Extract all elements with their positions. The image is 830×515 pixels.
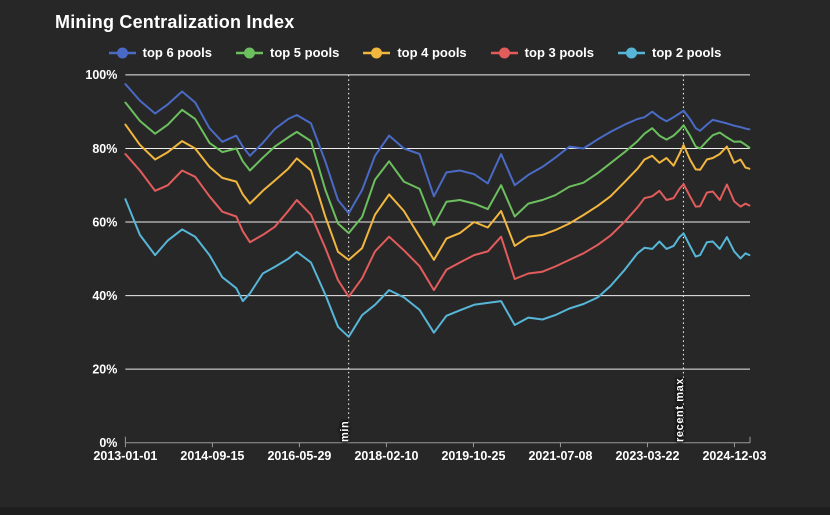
legend-item-label: top 4 pools	[397, 45, 467, 60]
y-axis-label: 80%	[92, 142, 117, 156]
x-axis-label: 2018-02-10	[354, 449, 418, 463]
y-axis-label: 40%	[92, 289, 117, 303]
annotation-min-label: min	[339, 420, 351, 442]
series-line-top-5-pools	[124, 101, 751, 235]
legend-item-label: top 3 pools	[524, 45, 595, 60]
window-bottom-edge	[0, 507, 830, 515]
legend-item-label: top 6 pools	[142, 45, 212, 60]
legend-marker-icon	[618, 47, 646, 58]
x-axis-label: 2024-12-03	[702, 449, 766, 463]
legend-item-label: top 5 pools	[269, 45, 340, 60]
x-axis-label: 2021-07-08	[528, 449, 592, 463]
x-axis-label: 2019-10-25	[441, 449, 505, 463]
legend-item-label: top 2 pools	[652, 45, 722, 60]
legend-marker-icon	[108, 47, 136, 58]
legend-item-top-2-pools[interactable]: top 2 pools	[618, 45, 721, 60]
legend-item-top-6-pools[interactable]: top 6 pools	[108, 45, 212, 60]
x-axis-label: 2016-05-29	[267, 449, 331, 463]
y-axis-label: 100%	[85, 68, 117, 82]
legend-item-top-5-pools[interactable]: top 5 pools	[235, 45, 340, 60]
chart-title: Mining Centralization Index	[55, 12, 295, 32]
series-line-top-2-pools	[124, 198, 751, 338]
legend-marker-icon	[490, 47, 518, 58]
legend-item-top-4-pools[interactable]: top 4 pools	[363, 45, 467, 60]
x-axis-label: 2023-03-22	[615, 449, 679, 463]
y-axis-label: 0%	[99, 436, 117, 450]
legend-marker-icon	[235, 47, 263, 58]
legend: top 6 pools top 5 pools top 4 pools top 3 p…	[0, 45, 830, 60]
x-axis-label: 2014-09-15	[180, 449, 244, 463]
series-line-top-3-pools	[124, 153, 751, 298]
legend-marker-icon	[363, 47, 391, 58]
legend-item-top-3-pools[interactable]: top 3 pools	[490, 45, 595, 60]
y-axis-label: 60%	[92, 215, 117, 229]
series-line-top-4-pools	[124, 123, 751, 261]
series-line-top-6-pools	[124, 83, 751, 215]
y-axis-label: 20%	[92, 362, 117, 376]
x-axis-label: 2013-01-01	[93, 449, 157, 463]
annotation-recent-max-label: recent max	[674, 377, 686, 442]
